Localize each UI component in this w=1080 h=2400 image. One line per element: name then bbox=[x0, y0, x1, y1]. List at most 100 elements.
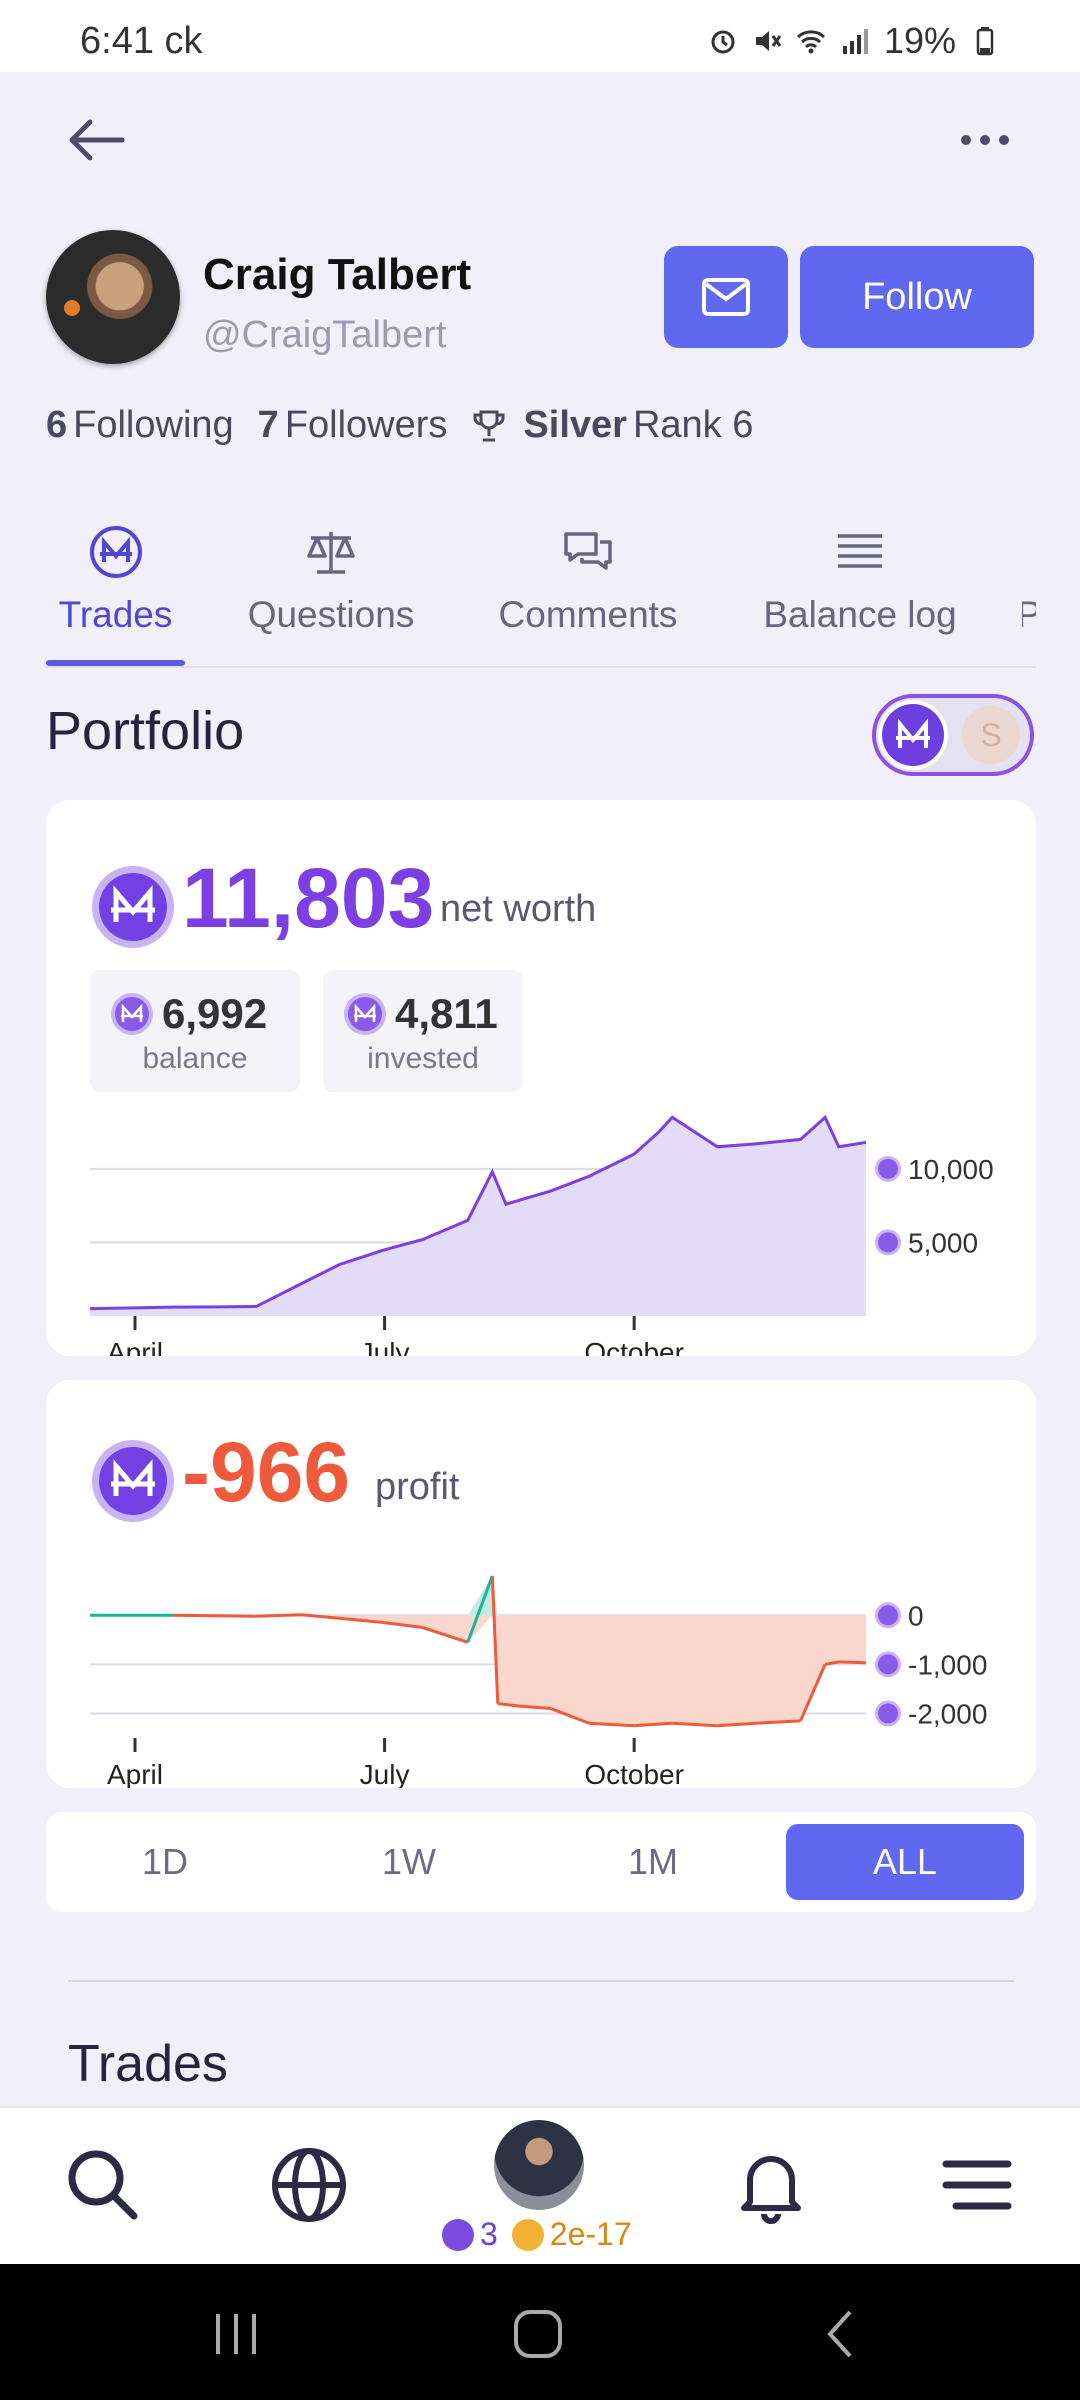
range-all-button[interactable]: ALL bbox=[786, 1824, 1024, 1900]
profit-line-segment bbox=[256, 1613, 302, 1618]
invested-label: invested bbox=[367, 1042, 479, 1075]
net-worth-area bbox=[90, 1117, 866, 1316]
user-name: Craig Talbert bbox=[203, 250, 472, 299]
profit-chart[interactable]: 0 -1,000 -2,000 April July October bbox=[46, 1380, 1036, 1788]
profit-line-segment bbox=[466, 1575, 494, 1643]
profile-avatar-button[interactable] bbox=[494, 2120, 584, 2210]
net-worth-value: 11,803 bbox=[182, 851, 435, 945]
status-time: 6:41 ck bbox=[80, 20, 203, 62]
range-1m-button[interactable]: 1M bbox=[627, 1841, 678, 1882]
profit-line-segment bbox=[838, 1660, 867, 1665]
battery-icon bbox=[976, 27, 994, 56]
profit-line-segment bbox=[497, 1702, 520, 1708]
mail-icon bbox=[702, 278, 750, 316]
mana-coin-icon bbox=[92, 1440, 174, 1522]
mute-icon bbox=[755, 31, 782, 51]
recent-apps-icon[interactable] bbox=[206, 2304, 266, 2364]
nav-sweep-balance: 2e-17 bbox=[549, 2216, 632, 2252]
status-icons: 19% bbox=[708, 20, 1000, 62]
mana-coin-inner bbox=[878, 1703, 898, 1724]
bottom-nav: 3 2e-17 bbox=[0, 2106, 1080, 2264]
net-worth-label: net worth bbox=[440, 888, 597, 930]
net-worth-chart[interactable]: 10,000 5,000 April July October bbox=[46, 800, 1036, 1356]
x-tick-label: July bbox=[360, 1337, 410, 1356]
profit-line-segment bbox=[799, 1663, 827, 1722]
balance-label: balance bbox=[142, 1042, 248, 1075]
rank-stat[interactable]: Silver Rank 6 bbox=[523, 404, 754, 446]
profit-line-segment bbox=[384, 1621, 423, 1630]
mana-coin-inner bbox=[878, 1232, 898, 1253]
more-options-icon[interactable] bbox=[950, 122, 1020, 158]
y-tick-label: -1,000 bbox=[908, 1649, 987, 1680]
user-handle: @CraigTalbert bbox=[203, 314, 447, 356]
y-tick-label: 5,000 bbox=[908, 1227, 978, 1258]
portfolio-title: Portfolio bbox=[46, 701, 245, 761]
trophy-icon bbox=[473, 410, 505, 441]
tab-trades[interactable]: Trades bbox=[46, 520, 185, 668]
currency-toggle[interactable]: S bbox=[872, 694, 1034, 776]
profit-label: profit bbox=[375, 1466, 460, 1508]
list-icon bbox=[838, 534, 882, 568]
scale-icon bbox=[307, 532, 355, 574]
system-nav-bar bbox=[0, 2264, 1080, 2400]
mana-coin-icon bbox=[111, 993, 153, 1035]
bell-icon[interactable] bbox=[728, 2142, 814, 2228]
tab-questions[interactable]: Questions bbox=[240, 520, 422, 668]
home-icon[interactable] bbox=[508, 2304, 568, 2364]
time-range-selector: 1D 1W 1M ALL bbox=[46, 1812, 1036, 1912]
profit-value: -966 bbox=[182, 1425, 351, 1519]
followers-stat[interactable]: 7 Followers bbox=[257, 404, 448, 446]
profit-line-segment bbox=[589, 1721, 635, 1728]
y-tick-label: -2,000 bbox=[908, 1698, 987, 1729]
gain-area bbox=[90, 1576, 866, 1616]
profit-line-segment bbox=[490, 1575, 500, 1704]
x-tick-label: October bbox=[584, 1759, 684, 1788]
net-worth-card: 11,803 net worth 6,992 balance 4,811 inv… bbox=[46, 800, 1036, 1356]
profile-stats: 6 Following 7 Followers Silver Rank 6 bbox=[46, 404, 777, 447]
status-bar: 6:41 ck 19% bbox=[0, 0, 1080, 72]
y-tick-label: 10,000 bbox=[908, 1154, 994, 1185]
signal-icon bbox=[842, 29, 868, 54]
follow-button[interactable]: Follow bbox=[800, 246, 1034, 348]
profile-tabs: Trades Questions Comments Balance log P bbox=[46, 520, 1036, 668]
tab-balance-log[interactable]: Balance log bbox=[754, 520, 966, 668]
profit-card: -966 profit 0 -1,000 -2,000 April July Octobe… bbox=[46, 1380, 1036, 1788]
mana-coin-inner bbox=[878, 1605, 898, 1626]
profit-line-segment bbox=[550, 1707, 590, 1725]
nav-balances: 3 2e-17 bbox=[442, 2216, 632, 2253]
menu-icon[interactable] bbox=[934, 2142, 1020, 2228]
sweepstakes-coin-icon bbox=[511, 2218, 544, 2251]
profit-line-segment bbox=[755, 1719, 801, 1725]
y-tick-label: 0 bbox=[908, 1600, 924, 1631]
profit-line-segment bbox=[717, 1721, 756, 1728]
profit-line-segment bbox=[173, 1613, 257, 1618]
balance-value: 6,992 bbox=[162, 990, 268, 1037]
mana-coin-icon bbox=[92, 866, 174, 948]
mana-icon bbox=[89, 526, 142, 578]
profit-line-segment bbox=[824, 1660, 839, 1666]
globe-icon[interactable] bbox=[266, 2142, 352, 2228]
invested-box: 4,811 invested bbox=[323, 970, 523, 1092]
chat-icon bbox=[564, 532, 612, 570]
profit-line-segment bbox=[301, 1613, 340, 1620]
tab-partial[interactable]: P bbox=[1022, 594, 1036, 635]
message-button[interactable] bbox=[664, 246, 788, 348]
balance-box: 6,992 balance bbox=[90, 970, 300, 1092]
mana-coin-inner bbox=[878, 1158, 898, 1179]
nav-mana-balance: 3 bbox=[480, 2216, 498, 2252]
x-tick-label: October bbox=[584, 1337, 684, 1356]
profit-line-segment bbox=[519, 1704, 552, 1711]
tab-comments[interactable]: Comments bbox=[488, 520, 688, 668]
search-icon[interactable] bbox=[60, 2142, 146, 2228]
range-1w-button[interactable]: 1W bbox=[382, 1841, 436, 1882]
mana-coin-icon bbox=[442, 2218, 474, 2251]
section-divider bbox=[68, 1980, 1014, 1982]
x-tick-label: April bbox=[107, 1759, 163, 1788]
following-stat[interactable]: 6 Following bbox=[46, 404, 234, 446]
back-arrow-icon[interactable] bbox=[60, 112, 132, 168]
system-back-icon[interactable] bbox=[812, 2304, 872, 2364]
range-1d-button[interactable]: 1D bbox=[141, 1841, 189, 1882]
wifi-icon bbox=[796, 30, 825, 54]
net-worth-line bbox=[89, 1114, 867, 1311]
invested-value: 4,811 bbox=[395, 990, 498, 1037]
